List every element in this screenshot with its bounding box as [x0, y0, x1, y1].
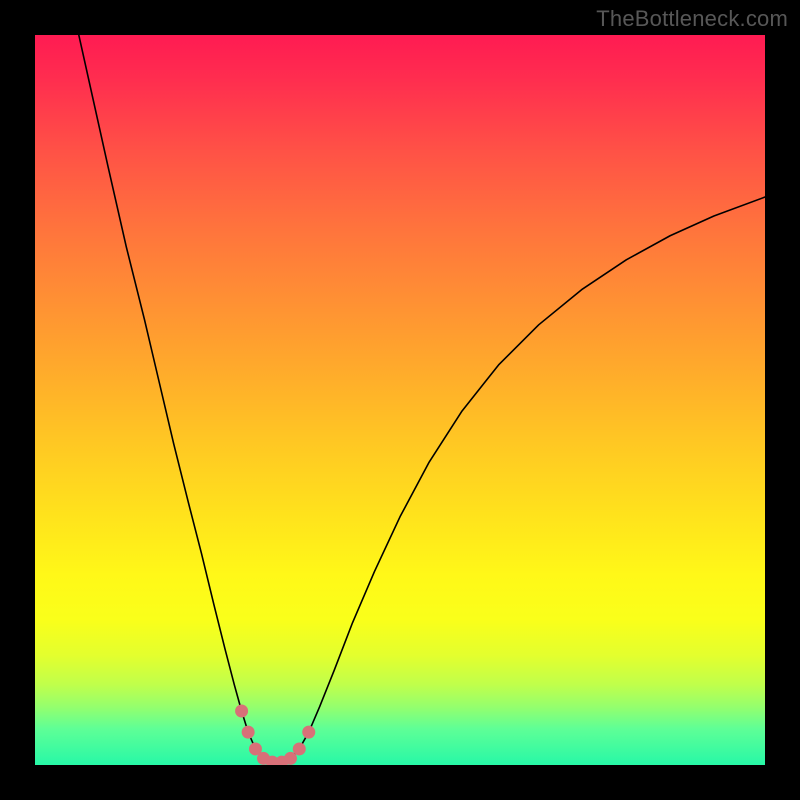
trough-marker: [302, 726, 315, 739]
watermark-text: TheBottleneck.com: [596, 6, 788, 32]
chart-svg: [35, 35, 765, 765]
trough-marker: [293, 742, 306, 755]
plot-area: [35, 35, 765, 765]
gradient-background: [35, 35, 765, 765]
trough-marker: [235, 704, 248, 717]
chart-outer: TheBottleneck.com: [0, 0, 800, 800]
trough-marker: [242, 726, 255, 739]
